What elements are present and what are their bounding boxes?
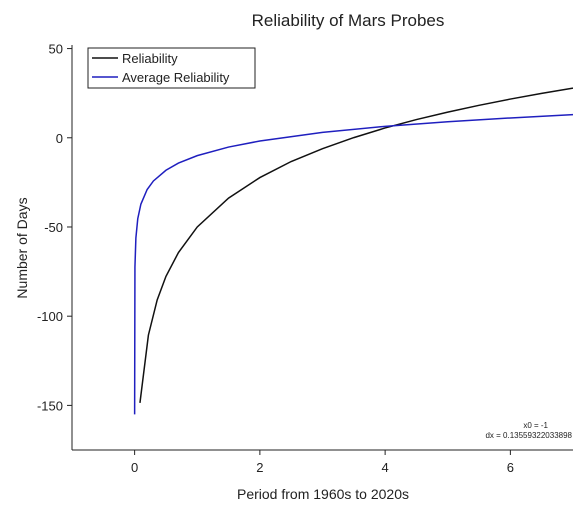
annotation: dx = 0.13559322033898 [485, 431, 572, 440]
x-tick-label: 0 [131, 460, 138, 475]
x-tick-label: 6 [507, 460, 514, 475]
legend-label: Average Reliability [122, 70, 230, 85]
x-tick-label: 4 [382, 460, 389, 475]
x-tick-label: 2 [256, 460, 263, 475]
y-tick-label: 0 [56, 131, 63, 146]
x-axis-label: Period from 1960s to 2020s [237, 486, 409, 502]
y-tick-label: -100 [37, 309, 63, 324]
legend-label: Reliability [122, 51, 178, 66]
legend-box [87, 47, 256, 89]
y-axis-label: Number of Days [14, 197, 30, 298]
line-series [139, 87, 573, 403]
line-series [133, 113, 573, 415]
annotation: x0 = -1 [523, 421, 548, 430]
y-tick-label: -50 [44, 220, 63, 235]
y-tick-label: -150 [37, 398, 63, 413]
y-tick-label: 50 [49, 42, 63, 57]
chart-title: Reliability of Mars Probes [252, 11, 445, 30]
